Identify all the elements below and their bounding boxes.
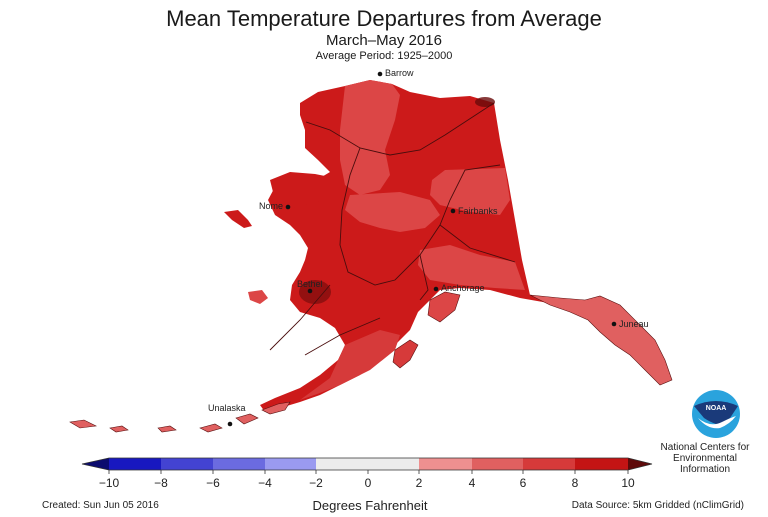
alaska-mainland: [260, 80, 608, 412]
nunivak-island: [248, 290, 268, 304]
southeast-panhandle: [529, 294, 673, 386]
ne-dark-area: [475, 97, 495, 107]
tick-label: 0: [364, 476, 372, 490]
region-east-interior: [430, 168, 510, 215]
seward-peninsula: [270, 172, 340, 210]
colorbar-max-arrow: [628, 458, 652, 470]
colorbar-units-label: Degrees Fahrenheit: [312, 498, 428, 513]
average-period: Average Period: 1925–2000: [315, 50, 453, 62]
svg-text:Juneau: Juneau: [619, 319, 649, 329]
tick-label: 10: [621, 476, 635, 490]
tick-label: −8: [154, 476, 168, 490]
region-peninsula: [300, 330, 400, 400]
svg-text:Bethel: Bethel: [297, 279, 323, 289]
tick-label: −4: [258, 476, 272, 490]
region-interior-band: [345, 192, 440, 232]
map-subtitle: March–May 2016: [326, 32, 442, 49]
svg-text:Unalaska: Unalaska: [208, 403, 246, 413]
tick-label: 8: [571, 476, 579, 490]
kenai-peninsula: [427, 291, 461, 323]
tick-label: 6: [519, 476, 527, 490]
tick-label: 4: [468, 476, 476, 490]
svg-text:Barrow: Barrow: [385, 68, 414, 78]
region-southcentral: [418, 245, 525, 290]
data-source: Data Source: 5km Gridded (nClimGrid): [571, 500, 744, 511]
tick-label: 2: [415, 476, 423, 490]
created-date: Created: Sun Jun 05 2016: [42, 500, 159, 511]
tick-label: −2: [309, 476, 323, 490]
colorbar-min-arrow: [82, 458, 109, 470]
region-north-central: [340, 80, 400, 195]
ncei-label: National Centers for Environmental Infor…: [640, 442, 768, 475]
bethel-dark-area: [299, 280, 331, 304]
noaa-logo-icon: NOAA: [692, 390, 740, 438]
svg-text:Fairbanks: Fairbanks: [458, 206, 498, 216]
kodiak-island: [392, 339, 419, 369]
tick-label: −6: [206, 476, 220, 490]
city-markers: Barrow Nome Fairbanks Bethel Anchorage J…: [208, 68, 649, 427]
colorbar: [81, 457, 653, 474]
ncei-line-1: National Centers for: [660, 442, 750, 453]
climate-division-lines: [269, 102, 516, 356]
aleutian-chain: [69, 401, 291, 433]
svg-text:Anchorage: Anchorage: [441, 283, 485, 293]
tick-label: −10: [98, 476, 120, 490]
ncei-line-3: Information: [679, 464, 731, 475]
st-lawrence-island: [224, 210, 252, 228]
map-title: Mean Temperature Departures from Average: [166, 6, 602, 31]
svg-text:NOAA: NOAA: [706, 405, 727, 412]
svg-text:Nome: Nome: [259, 201, 283, 211]
ncei-line-2: Environmental: [673, 453, 737, 464]
